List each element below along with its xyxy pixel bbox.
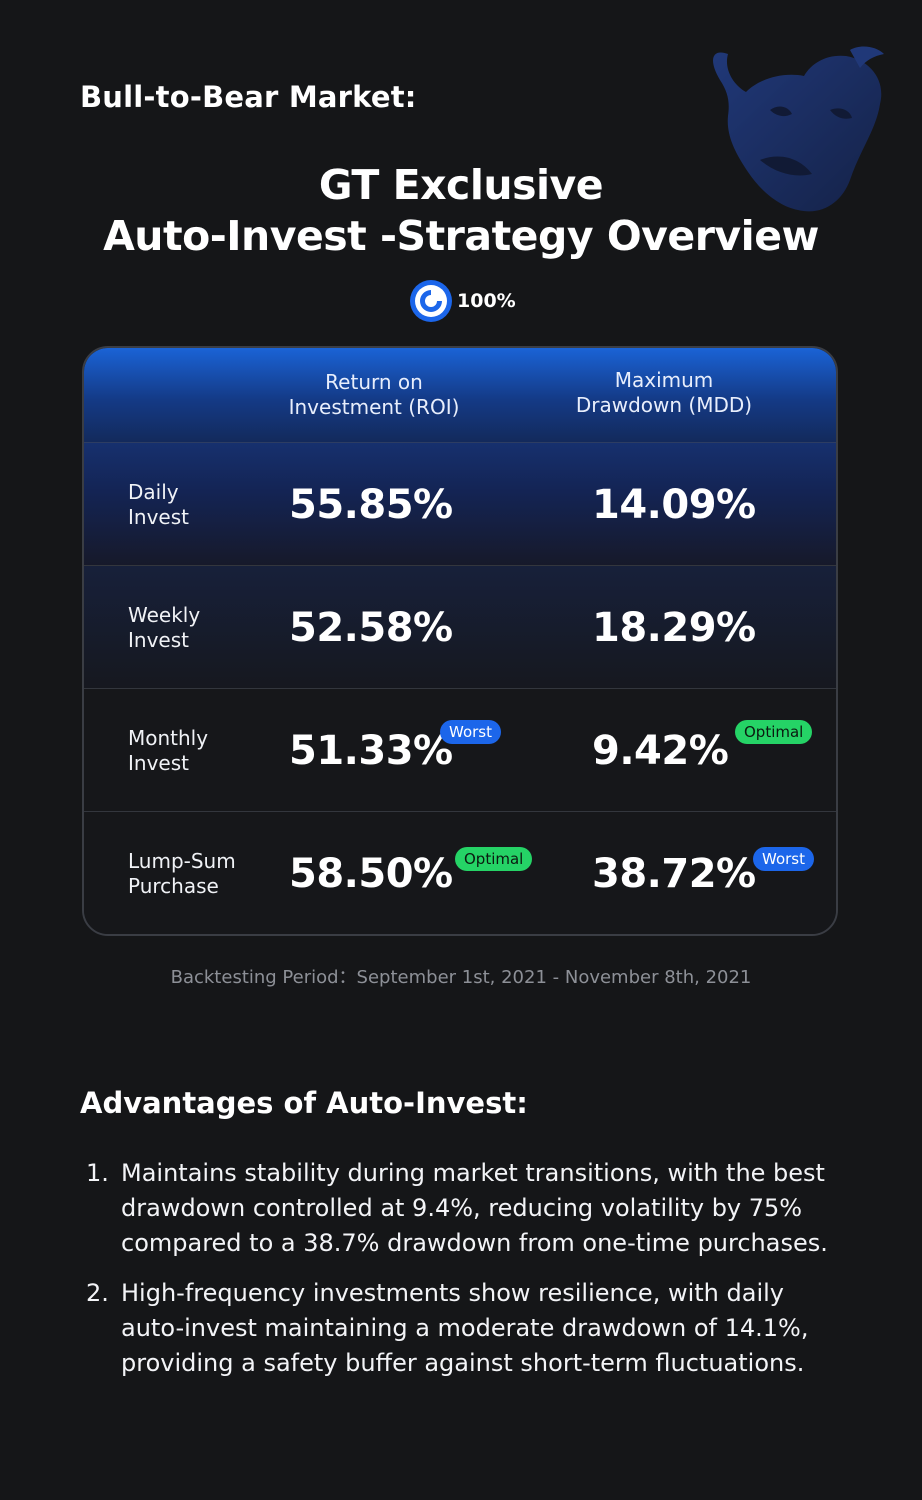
mdd-value: 38.72%	[592, 851, 756, 897]
page-title-line-1: GT Exclusive	[318, 161, 604, 209]
table-row-lump-sum: Lump-Sum Purchase 58.50% Optimal 38.72% W…	[84, 812, 836, 934]
mdd-optimal-badge: Optimal	[735, 720, 813, 744]
page-title-line-2: Auto-Invest -Strategy Overview	[103, 212, 819, 260]
mdd-worst-badge: Worst	[753, 847, 814, 871]
score-badge: 100%	[409, 279, 516, 323]
row-label: Weekly Invest	[128, 603, 201, 652]
roi-value: 55.85%	[289, 482, 453, 528]
mdd-value: 18.29%	[592, 605, 756, 651]
column-header-roi: Return on Investment (ROI)	[254, 370, 494, 420]
row-label: Monthly Invest	[128, 726, 209, 775]
list-item-number: 1.	[86, 1159, 109, 1187]
list-item: 2. High-frequency investments show resil…	[86, 1276, 846, 1381]
column-header-roi-text: Return on Investment (ROI)	[288, 370, 460, 419]
advantages-heading: Advantages of Auto-Invest:	[80, 1086, 528, 1120]
table-header: Return on Investment (ROI) Maximum Drawdow…	[84, 348, 836, 443]
column-header-mdd: Maximum Drawdown (MDD)	[544, 368, 784, 418]
mdd-value: 14.09%	[592, 482, 756, 528]
bull-bear-icon	[713, 46, 884, 212]
mdd-value: 9.42%	[592, 728, 729, 774]
roi-value: 58.50%	[289, 851, 453, 897]
roi-optimal-badge: Optimal	[455, 847, 533, 871]
roi-value: 51.33%	[289, 728, 453, 774]
backtesting-period: Backtesting Period：September 1st, 2021 -…	[170, 967, 752, 988]
table-row-weekly: Weekly Invest 52.58% 18.29%	[84, 566, 836, 689]
list-item: 1. Maintains stability during market tra…	[86, 1156, 846, 1261]
advantages-list: 1. Maintains stability during market tra…	[86, 1156, 846, 1396]
table-row-monthly: Monthly Invest 51.33% Worst 9.42% Optimal	[84, 689, 836, 812]
roi-value: 52.58%	[289, 605, 453, 651]
row-label: Daily Invest	[128, 480, 189, 529]
strategy-table: Return on Investment (ROI) Maximum Drawdow…	[82, 346, 838, 936]
kicker-heading: Bull-to-Bear Market:	[80, 80, 417, 114]
column-header-mdd-text: Maximum Drawdown (MDD)	[575, 368, 753, 417]
list-item-text: Maintains stability during market transi…	[121, 1159, 828, 1257]
roi-worst-badge: Worst	[440, 720, 501, 744]
row-label: Lump-Sum Purchase	[128, 849, 236, 898]
score-label: 100%	[457, 290, 516, 312]
list-item-text: High-frequency investments show resilien…	[121, 1279, 809, 1377]
gt-score-icon	[410, 280, 452, 322]
list-item-number: 2.	[86, 1279, 109, 1307]
table-row-daily: Daily Invest 55.85% 14.09%	[84, 443, 836, 566]
